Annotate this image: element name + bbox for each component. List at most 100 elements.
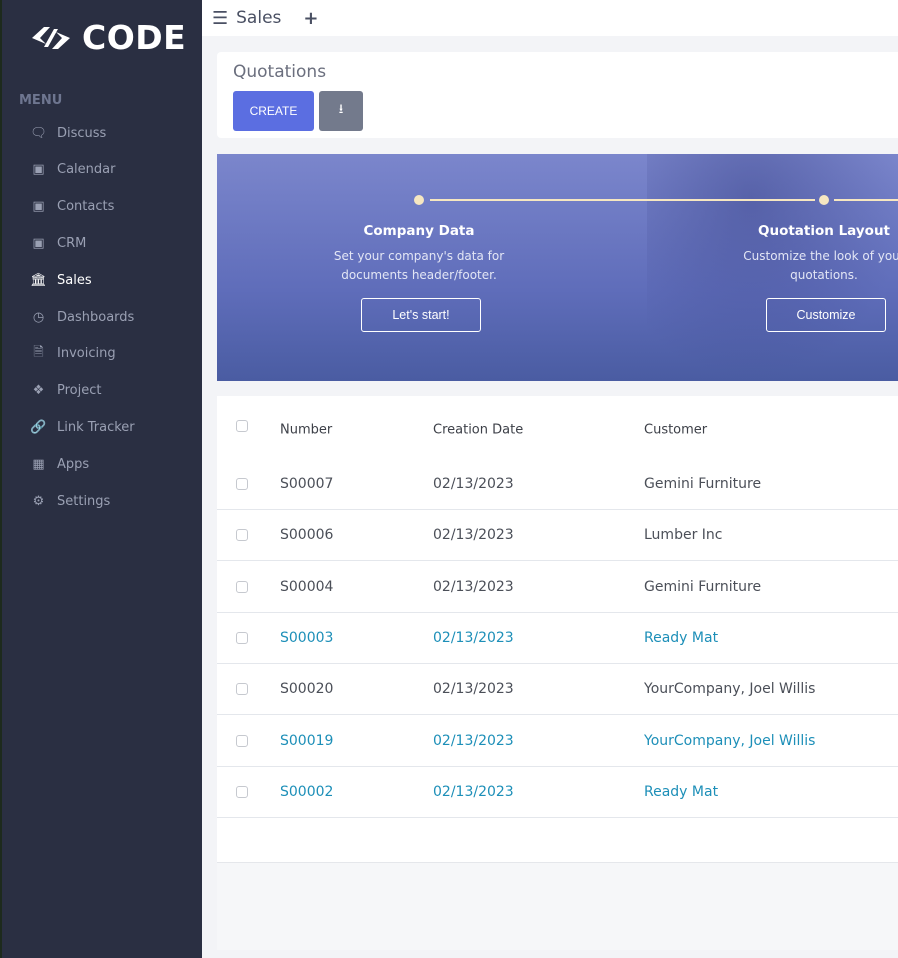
cell-customer: Ready Mat: [644, 629, 719, 646]
lets-start-button[interactable]: Let's start!: [361, 298, 481, 332]
cell-customer: Gemini Furniture: [644, 476, 762, 492]
cell-creation-date: 02/13/2023: [433, 527, 514, 544]
cell-number: S00004: [280, 578, 334, 595]
app-placeholder-icon: ▣: [32, 235, 45, 251]
row-checkbox[interactable]: [236, 785, 248, 798]
step-title: Company Data: [363, 223, 475, 239]
app-placeholder-icon: ▣: [32, 162, 45, 178]
column-header-number[interactable]: Number: [280, 422, 333, 437]
sidebar-item-crm[interactable]: ▣ CRM: [28, 232, 86, 254]
sidebar-item-label: Contacts: [57, 199, 115, 215]
step-dot: [819, 195, 829, 205]
customize-button[interactable]: Customize: [766, 298, 886, 332]
cell-number: S00007: [280, 476, 334, 492]
quotations-list: Number Creation Date Customer S00007 02/1…: [217, 396, 898, 950]
list-footer: [217, 862, 898, 950]
app-placeholder-icon: ▣: [32, 199, 45, 215]
cell-customer: Lumber Inc: [644, 527, 723, 544]
sidebar-item-label: Dashboards: [57, 309, 135, 325]
table-row[interactable]: S00020 02/13/2023 YourCompany, Joel Willis: [217, 664, 898, 716]
chat-icon: 🗨: [30, 125, 47, 141]
step-description: Set your company's data for documents he…: [333, 249, 505, 282]
add-icon[interactable]: +: [303, 7, 319, 29]
table-row[interactable]: S00004 02/13/2023 Gemini Furniture: [217, 562, 898, 613]
sidebar-item-link-tracker[interactable]: 🔗 Link Tracker: [28, 416, 135, 438]
download-icon: ⭳: [338, 101, 344, 116]
sidebar-item-apps[interactable]: ▦ Apps: [28, 453, 89, 475]
table-row[interactable]: S00007 02/13/2023 Gemini Furniture: [217, 459, 898, 510]
column-header-creation-date[interactable]: Creation Date: [433, 422, 524, 437]
step-dot: [414, 195, 424, 205]
sidebar-item-invoicing[interactable]: 🗎 Invoicing: [28, 343, 116, 365]
sidebar-item-label: Calendar: [57, 162, 116, 178]
cell-creation-date: 02/13/2023: [433, 476, 514, 492]
cell-number: S00020: [280, 681, 334, 698]
control-panel: Quotations CREATE ⭳: [217, 52, 898, 138]
puzzle-icon: ❖: [32, 383, 45, 399]
sidebar-item-discuss[interactable]: 🗨 Discuss: [28, 122, 106, 144]
table-row[interactable]: S00006 02/13/2023 Lumber Inc: [217, 510, 898, 562]
sidebar-item-dashboards[interactable]: ◷ Dashboards: [28, 306, 134, 328]
invoice-icon: 🗎: [33, 344, 44, 360]
step-connector: [430, 199, 815, 201]
gauge-icon: ◷: [32, 309, 45, 325]
cell-customer: Ready Mat: [644, 783, 719, 800]
cell-number: S00003: [280, 629, 334, 646]
sidebar-item-settings[interactable]: ⚙ Settings: [28, 490, 111, 512]
sidebar-item-contacts[interactable]: ▣ Contacts: [28, 196, 114, 218]
sidebar-item-project[interactable]: ❖ Project: [28, 380, 102, 402]
sidebar-item-label: Project: [57, 383, 102, 399]
row-checkbox[interactable]: [236, 529, 248, 542]
step-title: Quotation Layout: [757, 223, 891, 239]
sidebar-item-label: Settings: [57, 493, 111, 509]
gear-icon: ⚙: [32, 493, 45, 509]
row-checkbox[interactable]: [236, 734, 248, 747]
cell-customer: YourCompany, Joel Willis: [644, 732, 816, 749]
onboarding-banner: Company Data Set your company's data for…: [217, 154, 898, 381]
sales-chart-icon: 🏛: [30, 272, 47, 288]
sidebar-item-label: Discuss: [57, 125, 107, 141]
cell-creation-date: 02/13/2023: [433, 732, 514, 749]
row-checkbox[interactable]: [236, 631, 248, 644]
brand-name: CODE: [82, 18, 187, 57]
cell-number: S00002: [280, 783, 334, 800]
brand-logo[interactable]: CODE: [30, 18, 186, 57]
cell-number: S00019: [280, 732, 334, 749]
cell-creation-date: 02/13/2023: [433, 783, 514, 800]
row-checkbox[interactable]: [236, 580, 248, 593]
column-header-customer[interactable]: Customer: [644, 422, 708, 437]
sidebar-item-label: CRM: [57, 235, 87, 251]
top-bar: ☰ Sales +: [202, 0, 898, 36]
cell-creation-date: 02/13/2023: [433, 578, 514, 595]
sidebar-item-label: Link Tracker: [57, 419, 135, 435]
breadcrumb: Quotations: [233, 62, 327, 82]
table-header: Number Creation Date Customer: [217, 404, 898, 455]
cell-creation-date: 02/13/2023: [433, 681, 514, 698]
grid-icon: ▦: [32, 456, 45, 472]
table-row[interactable]: S00019 02/13/2023 YourCompany, Joel Willis: [217, 716, 898, 767]
cell-customer: YourCompany, Joel Willis: [644, 681, 816, 698]
hamburger-menu-icon[interactable]: ☰: [212, 7, 229, 29]
row-checkbox[interactable]: [236, 478, 248, 490]
menu-label: MENU: [19, 93, 63, 108]
create-button[interactable]: CREATE: [233, 91, 314, 131]
sidebar: CODE MENU 🗨 Discuss ▣ Calendar ▣ Contacts ▣ CRM…: [0, 0, 202, 958]
step-description: Customize the look of your quotations.: [743, 249, 898, 282]
step-connector: [834, 199, 898, 201]
cell-customer: Gemini Furniture: [644, 578, 762, 595]
sidebar-item-label: Sales: [57, 272, 92, 288]
cell-creation-date: 02/13/2023: [433, 629, 514, 646]
sidebar-item-label: Invoicing: [57, 346, 116, 362]
sidebar-item-calendar[interactable]: ▣ Calendar: [28, 159, 115, 181]
table-row[interactable]: S00002 02/13/2023 Ready Mat: [217, 767, 898, 818]
link-icon: 🔗: [30, 419, 47, 435]
code-logo-icon: [32, 26, 70, 49]
table-row[interactable]: S00003 02/13/2023 Ready Mat: [217, 613, 898, 664]
row-checkbox[interactable]: [236, 683, 248, 696]
download-button[interactable]: ⭳: [319, 91, 363, 131]
app-title: Sales: [236, 8, 282, 28]
sidebar-item-sales[interactable]: 🏛 Sales: [28, 269, 92, 291]
sidebar-item-label: Apps: [57, 456, 90, 472]
cell-number: S00006: [280, 527, 334, 544]
select-all-checkbox[interactable]: [236, 419, 248, 432]
